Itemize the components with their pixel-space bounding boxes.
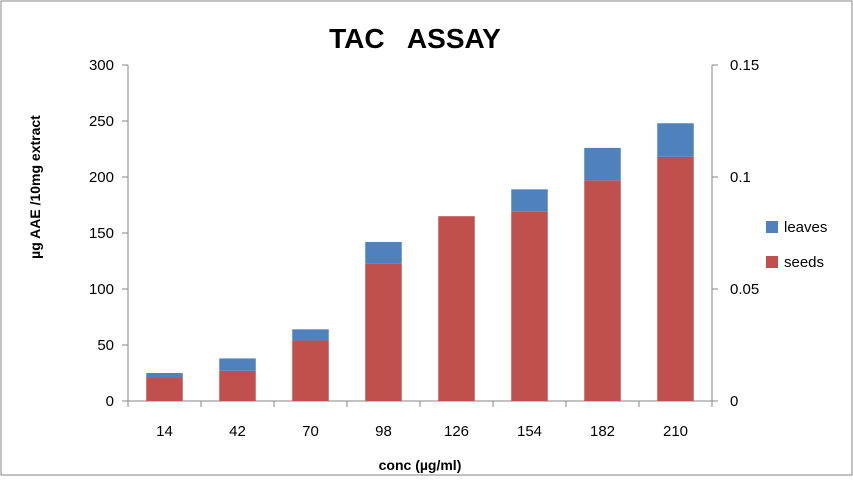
y-axis-label: µg AAE /10mg extract: [27, 115, 43, 259]
bar-leaves: [584, 147, 621, 181]
bar-seeds: [219, 370, 256, 401]
y-axis-left: 0 50 100 150 200 250 300: [89, 57, 129, 410]
bars: [146, 123, 694, 401]
y-tick-left-label: 250: [89, 113, 114, 130]
y-tick-right-label: 0.15: [730, 57, 759, 74]
y-tick-left-label: 200: [89, 169, 114, 186]
bar-seeds: [146, 377, 183, 401]
y-tick-right-label: 0.05: [730, 281, 759, 298]
chart-title: TAC ASSAY: [329, 23, 501, 54]
bar-leaves: [292, 329, 329, 341]
bar-leaves: [219, 358, 256, 371]
x-tick-label: 42: [229, 423, 246, 440]
y-axis-right: 0 0.05 0.1 0.15: [711, 57, 759, 410]
legend-swatch-leaves: [766, 221, 778, 233]
bar-seeds: [365, 263, 402, 401]
bar-leaves: [146, 373, 183, 378]
legend: leaves seeds: [766, 219, 827, 271]
x-tick-label: 126: [444, 423, 469, 440]
x-tick-label: 98: [375, 423, 392, 440]
y-tick-left-label: 100: [89, 281, 114, 298]
x-tick-label: 70: [302, 423, 319, 440]
bar-leaves: [365, 241, 402, 264]
x-tick-label: 154: [517, 423, 542, 440]
x-tick-label: 14: [156, 423, 173, 440]
y-tick-left-label: 50: [97, 337, 114, 354]
bar-seeds: [292, 340, 329, 401]
y-tick-left-label: 300: [89, 57, 114, 74]
y-tick-left-label: 0: [106, 393, 114, 410]
legend-label-leaves: leaves: [784, 219, 827, 236]
bar-seeds: [657, 156, 694, 401]
y-tick-right-label: 0: [730, 393, 738, 410]
bar-seeds: [584, 180, 621, 401]
x-tick-label: 210: [663, 423, 688, 440]
x-axis-label: conc (µg/ml): [379, 457, 462, 473]
bar-seeds: [511, 211, 548, 401]
y-tick-right-label: 0.1: [730, 169, 751, 186]
y-tick-left-label: 150: [89, 225, 114, 242]
bar-leaves: [511, 189, 548, 212]
bar-leaves: [657, 123, 694, 157]
x-tick-label: 182: [590, 423, 615, 440]
legend-swatch-seeds: [766, 256, 778, 268]
bar-seeds: [438, 216, 475, 401]
legend-label-seeds: seeds: [784, 254, 824, 271]
